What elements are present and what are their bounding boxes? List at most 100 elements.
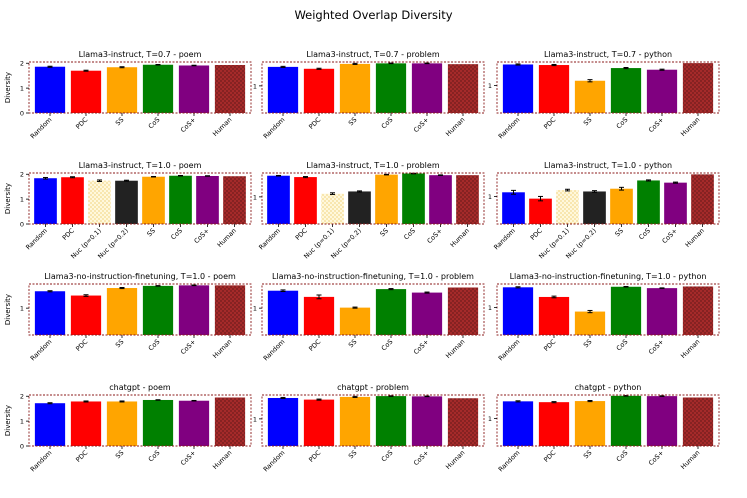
x-tick-label: Human: [679, 116, 701, 138]
bar-pdc: [538, 402, 570, 446]
bar-cos: [178, 65, 210, 113]
bar-ss: [375, 174, 398, 224]
subplot-title: Llama3-instruct, T=0.7 - python: [544, 50, 672, 59]
x-tick-label: Human: [444, 449, 466, 471]
subplot-title: Llama3-instruct, T=1.0 - python: [544, 161, 672, 170]
y-tick-label: 1: [253, 305, 257, 313]
y-tick-label: 2: [20, 393, 24, 401]
x-tick-label: CoS: [169, 227, 184, 242]
x-tick-label: SS: [582, 116, 594, 128]
bar-cos: [646, 396, 678, 446]
x-tick-label: CoS+: [179, 116, 197, 134]
y-tick-label: 1: [253, 415, 257, 423]
bar-pdc: [538, 65, 570, 113]
x-tick-label: CoS+: [660, 227, 678, 245]
bar-human: [214, 397, 246, 446]
x-tick-label: Human: [211, 116, 233, 138]
subplot-5: Llama3-instruct, T=1.0 - problem Random PD…: [253, 161, 485, 260]
x-tick-label: SS: [114, 338, 126, 350]
x-tick-label: Random: [24, 227, 49, 252]
x-tick-label: PDC: [61, 226, 77, 242]
y-tick-label: 1: [488, 193, 492, 201]
x-tick-label: CoS+: [412, 449, 430, 467]
subplot-title: chatgpt - python: [575, 383, 642, 392]
x-tick-label: CoS: [402, 227, 417, 242]
x-tick-label: PDC: [542, 115, 558, 131]
y-tick-label: 1: [488, 415, 492, 423]
y-tick-label: 1: [253, 193, 257, 201]
y-tick-label: 1: [20, 305, 24, 313]
x-tick-label: Random: [492, 227, 517, 252]
bar-human: [223, 176, 246, 224]
y-tick-label: 2: [20, 60, 24, 68]
x-tick-label: CoS+: [412, 338, 430, 356]
x-tick-label: CoS+: [425, 227, 443, 245]
x-tick-label: CoS: [147, 449, 162, 464]
x-tick-label: PDC: [542, 337, 558, 353]
x-tick-label: SS: [114, 116, 126, 128]
bar-pdc: [61, 177, 84, 224]
bar-human: [691, 174, 714, 224]
bar-human: [456, 175, 479, 224]
x-tick-label: PDC: [74, 115, 90, 131]
bar-cos: [169, 175, 192, 224]
subplot-title: Llama3-instruct, T=1.0 - poem: [79, 161, 202, 170]
y-tick-label: 0: [20, 110, 24, 118]
bar-cos: [178, 400, 210, 446]
bar-nuc-p-0-1: [321, 193, 344, 224]
bar-cos: [142, 285, 174, 335]
subplot-9: Llama3-no-instruction-finetuning, T=1.0 …: [488, 272, 720, 362]
x-tick-label: Random: [262, 449, 287, 474]
bar-human: [447, 287, 479, 335]
x-tick-label: SS: [613, 227, 625, 239]
x-tick-label: Random: [29, 116, 54, 141]
x-tick-label: SS: [347, 338, 359, 350]
x-tick-label: PDC: [307, 337, 323, 353]
y-axis-label: Diversity: [4, 72, 12, 103]
x-tick-label: PDC: [529, 226, 545, 242]
subplot-title: chatgpt - problem: [337, 383, 409, 392]
x-tick-label: CoS: [147, 338, 162, 353]
bar-random: [502, 64, 534, 113]
bar-ss: [106, 401, 138, 446]
bar-pdc: [303, 399, 335, 446]
x-tick-label: Random: [262, 116, 287, 141]
bar-nuc-p-0-1: [88, 180, 111, 224]
x-tick-label: CoS: [615, 338, 630, 353]
subplot-title: Llama3-no-instruction-finetuning, T=1.0 …: [272, 272, 474, 281]
bar-ss: [610, 188, 633, 224]
subplot-title: Llama3-instruct, T=0.7 - problem: [306, 50, 439, 59]
bar-human: [682, 63, 714, 113]
y-tick-label: 0: [20, 221, 24, 229]
x-tick-label: CoS+: [179, 449, 197, 467]
x-tick-label: CoS+: [647, 449, 665, 467]
subplot-title: Llama3-instruct, T=1.0 - problem: [306, 161, 439, 170]
bar-cos: [646, 69, 678, 113]
bar-cos: [402, 173, 425, 224]
bar-human: [447, 398, 479, 446]
y-tick-label: 1: [20, 418, 24, 426]
x-tick-label: Random: [29, 449, 54, 474]
x-tick-label: Random: [257, 227, 282, 252]
bar-random: [267, 397, 299, 446]
x-tick-label: Human: [679, 338, 701, 360]
x-tick-label: CoS: [380, 116, 395, 131]
x-tick-label: SS: [145, 227, 157, 239]
bar-pdc: [70, 401, 102, 446]
bar-cos: [637, 180, 660, 224]
x-tick-label: CoS: [637, 227, 652, 242]
x-tick-label: PDC: [74, 337, 90, 353]
subplot-title: Llama3-no-instruction-finetuning, T=1.0 …: [510, 272, 707, 281]
subplot-title: chatgpt - poem: [109, 383, 171, 392]
subplot-11: chatgpt - problem Random PDC SS CoS CoS+ Human…: [253, 383, 485, 474]
x-tick-label: SS: [582, 338, 594, 350]
bar-pdc: [529, 198, 552, 224]
y-tick-label: 1: [20, 85, 24, 93]
x-tick-label: SS: [378, 227, 390, 239]
y-axis-label: Diversity: [4, 405, 12, 436]
x-tick-label: Human: [444, 116, 466, 138]
bar-nuc-p-0-2: [115, 180, 138, 224]
bar-cos: [411, 396, 443, 446]
